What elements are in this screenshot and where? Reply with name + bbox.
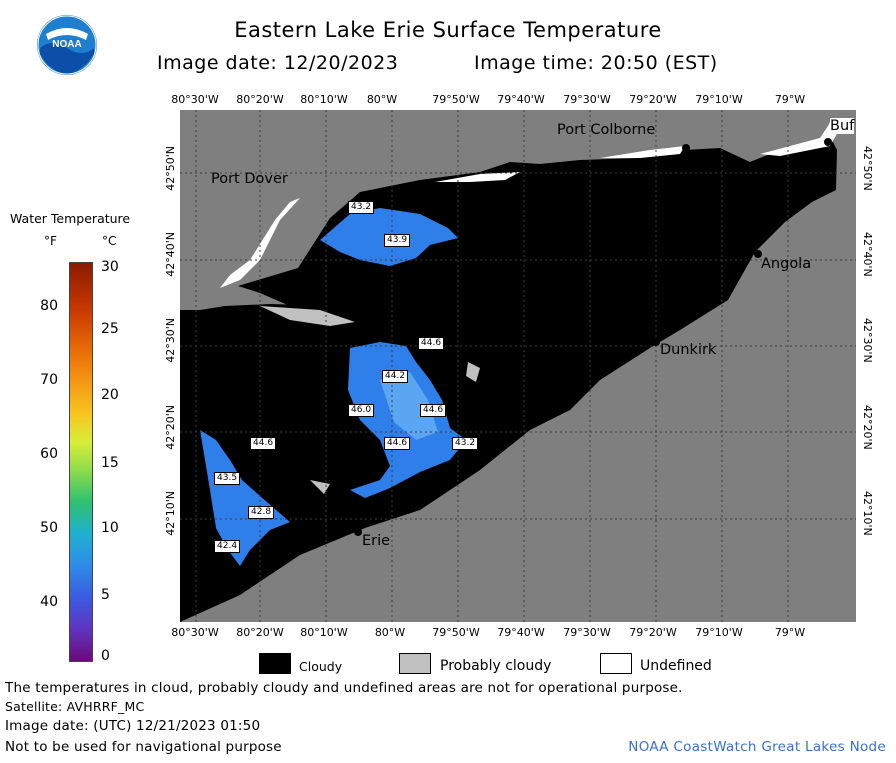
colorbar-f-tick: 70 xyxy=(40,372,58,388)
colorbar-c-tick: 0 xyxy=(101,648,110,664)
lon-tick: 79°40'W xyxy=(497,626,545,639)
lake-cloudy-area xyxy=(180,136,837,622)
lon-tick: 80°30'W xyxy=(171,93,219,106)
map-title: Eastern Lake Erie Surface Temperature xyxy=(234,18,662,42)
colorbar-unit-f: °F xyxy=(44,234,57,248)
image-time: Image time: 20:50 (EST) xyxy=(474,52,718,74)
colorbar-f-tick: 50 xyxy=(40,520,58,536)
temperature-label: 43.9 xyxy=(384,234,411,247)
colorbar xyxy=(69,262,93,662)
undefined-area xyxy=(600,146,685,158)
temperature-label: 46.0 xyxy=(348,404,375,417)
footer-credit: NOAA CoastWatch Great Lakes Node xyxy=(628,739,886,755)
lon-tick: 79°50'W xyxy=(432,626,480,639)
temperature-label: 44.6 xyxy=(384,437,411,450)
colorbar-f-tick: 80 xyxy=(40,298,58,314)
temperature-label: 43.5 xyxy=(214,472,241,485)
lon-tick: 80°10'W xyxy=(300,93,348,106)
colorbar-c-tick: 5 xyxy=(101,587,110,603)
city-marker-angola xyxy=(754,250,762,258)
lat-tick: 42°50'N xyxy=(164,146,177,191)
temperature-label: 43.2 xyxy=(452,437,479,450)
lat-tick: 42°10'N xyxy=(164,491,177,536)
place-erie: Erie xyxy=(362,533,391,549)
water-temp-area xyxy=(380,372,438,440)
noaa-logo-icon: NOAA xyxy=(37,15,97,75)
map-grid xyxy=(180,110,856,622)
temperature-label: 42.4 xyxy=(214,540,241,553)
lat-tick: 42°20'N xyxy=(861,405,874,450)
lon-tick: 79°W xyxy=(774,93,806,106)
lon-tick: 79°W xyxy=(774,626,806,639)
lon-tick: 79°20'W xyxy=(629,93,677,106)
lon-tick: 80°10'W xyxy=(300,626,348,639)
temperature-label: 42.8 xyxy=(248,506,275,519)
temperature-label: 44.2 xyxy=(382,370,409,383)
colorbar-f-tick: 40 xyxy=(40,594,58,610)
lat-tick: 42°30'N xyxy=(861,318,874,363)
lon-tick: 79°30'W xyxy=(563,93,611,106)
place-dunkirk: Dunkirk xyxy=(660,342,717,358)
lat-tick: 42°10'N xyxy=(861,491,874,536)
probably-cloudy-area xyxy=(466,362,480,382)
lon-tick: 80°W xyxy=(374,626,406,639)
city-marker-buffalo xyxy=(824,138,832,146)
lat-tick: 42°30'N xyxy=(164,318,177,363)
water-temp-area xyxy=(200,430,290,566)
place-buffalo: Buf xyxy=(830,118,855,134)
lat-tick: 42°50'N xyxy=(861,146,874,191)
city-marker-dunkirk xyxy=(652,338,660,346)
place-angola: Angola xyxy=(761,256,812,272)
lon-tick: 79°40'W xyxy=(497,93,545,106)
image-date: Image date: 12/20/2023 xyxy=(157,52,399,74)
temperature-label: 44.6 xyxy=(250,437,277,450)
place-port-dover: Port Dover xyxy=(211,171,288,187)
place-port-colborne: Port Colborne xyxy=(557,122,656,138)
colorbar-c-tick: 15 xyxy=(101,455,119,471)
lon-tick: 80°20'W xyxy=(236,93,284,106)
lon-tick: 79°50'W xyxy=(432,93,480,106)
lon-tick: 79°10'W xyxy=(695,93,743,106)
colorbar-c-tick: 20 xyxy=(101,387,119,403)
lon-tick: 80°30'W xyxy=(171,626,219,639)
footer-satellite: Satellite: AVHRRF_MC xyxy=(5,699,145,714)
lat-tick: 42°40'N xyxy=(861,232,874,277)
lat-tick: 42°40'N xyxy=(164,232,177,277)
lon-tick: 79°10'W xyxy=(695,626,743,639)
lon-tick: 80°20'W xyxy=(236,626,284,639)
colorbar-c-tick: 10 xyxy=(101,520,119,536)
probably-cloudy-area xyxy=(260,306,355,326)
footer-note: The temperatures in cloud, probably clou… xyxy=(5,680,683,696)
colorbar-c-tick: 30 xyxy=(101,259,119,275)
lat-tick: 42°20'N xyxy=(164,405,177,450)
colorbar-c-tick: 25 xyxy=(101,321,119,337)
undefined-area xyxy=(220,198,300,288)
lon-tick: 79°30'W xyxy=(563,626,611,639)
legend-swatch-cloudy xyxy=(259,653,291,674)
legend-swatch-undefined xyxy=(600,653,632,674)
footer-nav-warning: Not to be used for navigational purpose xyxy=(5,739,282,755)
lon-tick: 80°W xyxy=(366,93,398,106)
colorbar-f-tick: 60 xyxy=(40,446,58,462)
temperature-label: 44.6 xyxy=(418,337,445,350)
legend-label-cloudy: Cloudy xyxy=(299,659,343,674)
probably-cloudy-area xyxy=(310,480,330,494)
colorbar-unit-c: °C xyxy=(102,234,117,248)
city-marker-port-colborne xyxy=(682,144,690,152)
footer-utc-date: Image date: (UTC) 12/21/2023 01:50 xyxy=(5,718,261,734)
legend-swatch-probably-cloudy xyxy=(399,653,431,674)
colorbar-title: Water Temperature xyxy=(10,211,131,226)
lake-erie-map xyxy=(180,110,856,622)
temperature-label: 44.6 xyxy=(420,404,447,417)
logo-text: NOAA xyxy=(52,39,81,50)
lon-tick: 79°20'W xyxy=(629,626,677,639)
legend-label-undefined: Undefined xyxy=(640,658,712,674)
temperature-label: 43.2 xyxy=(348,201,375,214)
city-marker-erie xyxy=(354,528,362,536)
undefined-area xyxy=(435,172,520,182)
legend-label-probably-cloudy: Probably cloudy xyxy=(440,658,552,674)
undefined-area xyxy=(760,118,838,156)
